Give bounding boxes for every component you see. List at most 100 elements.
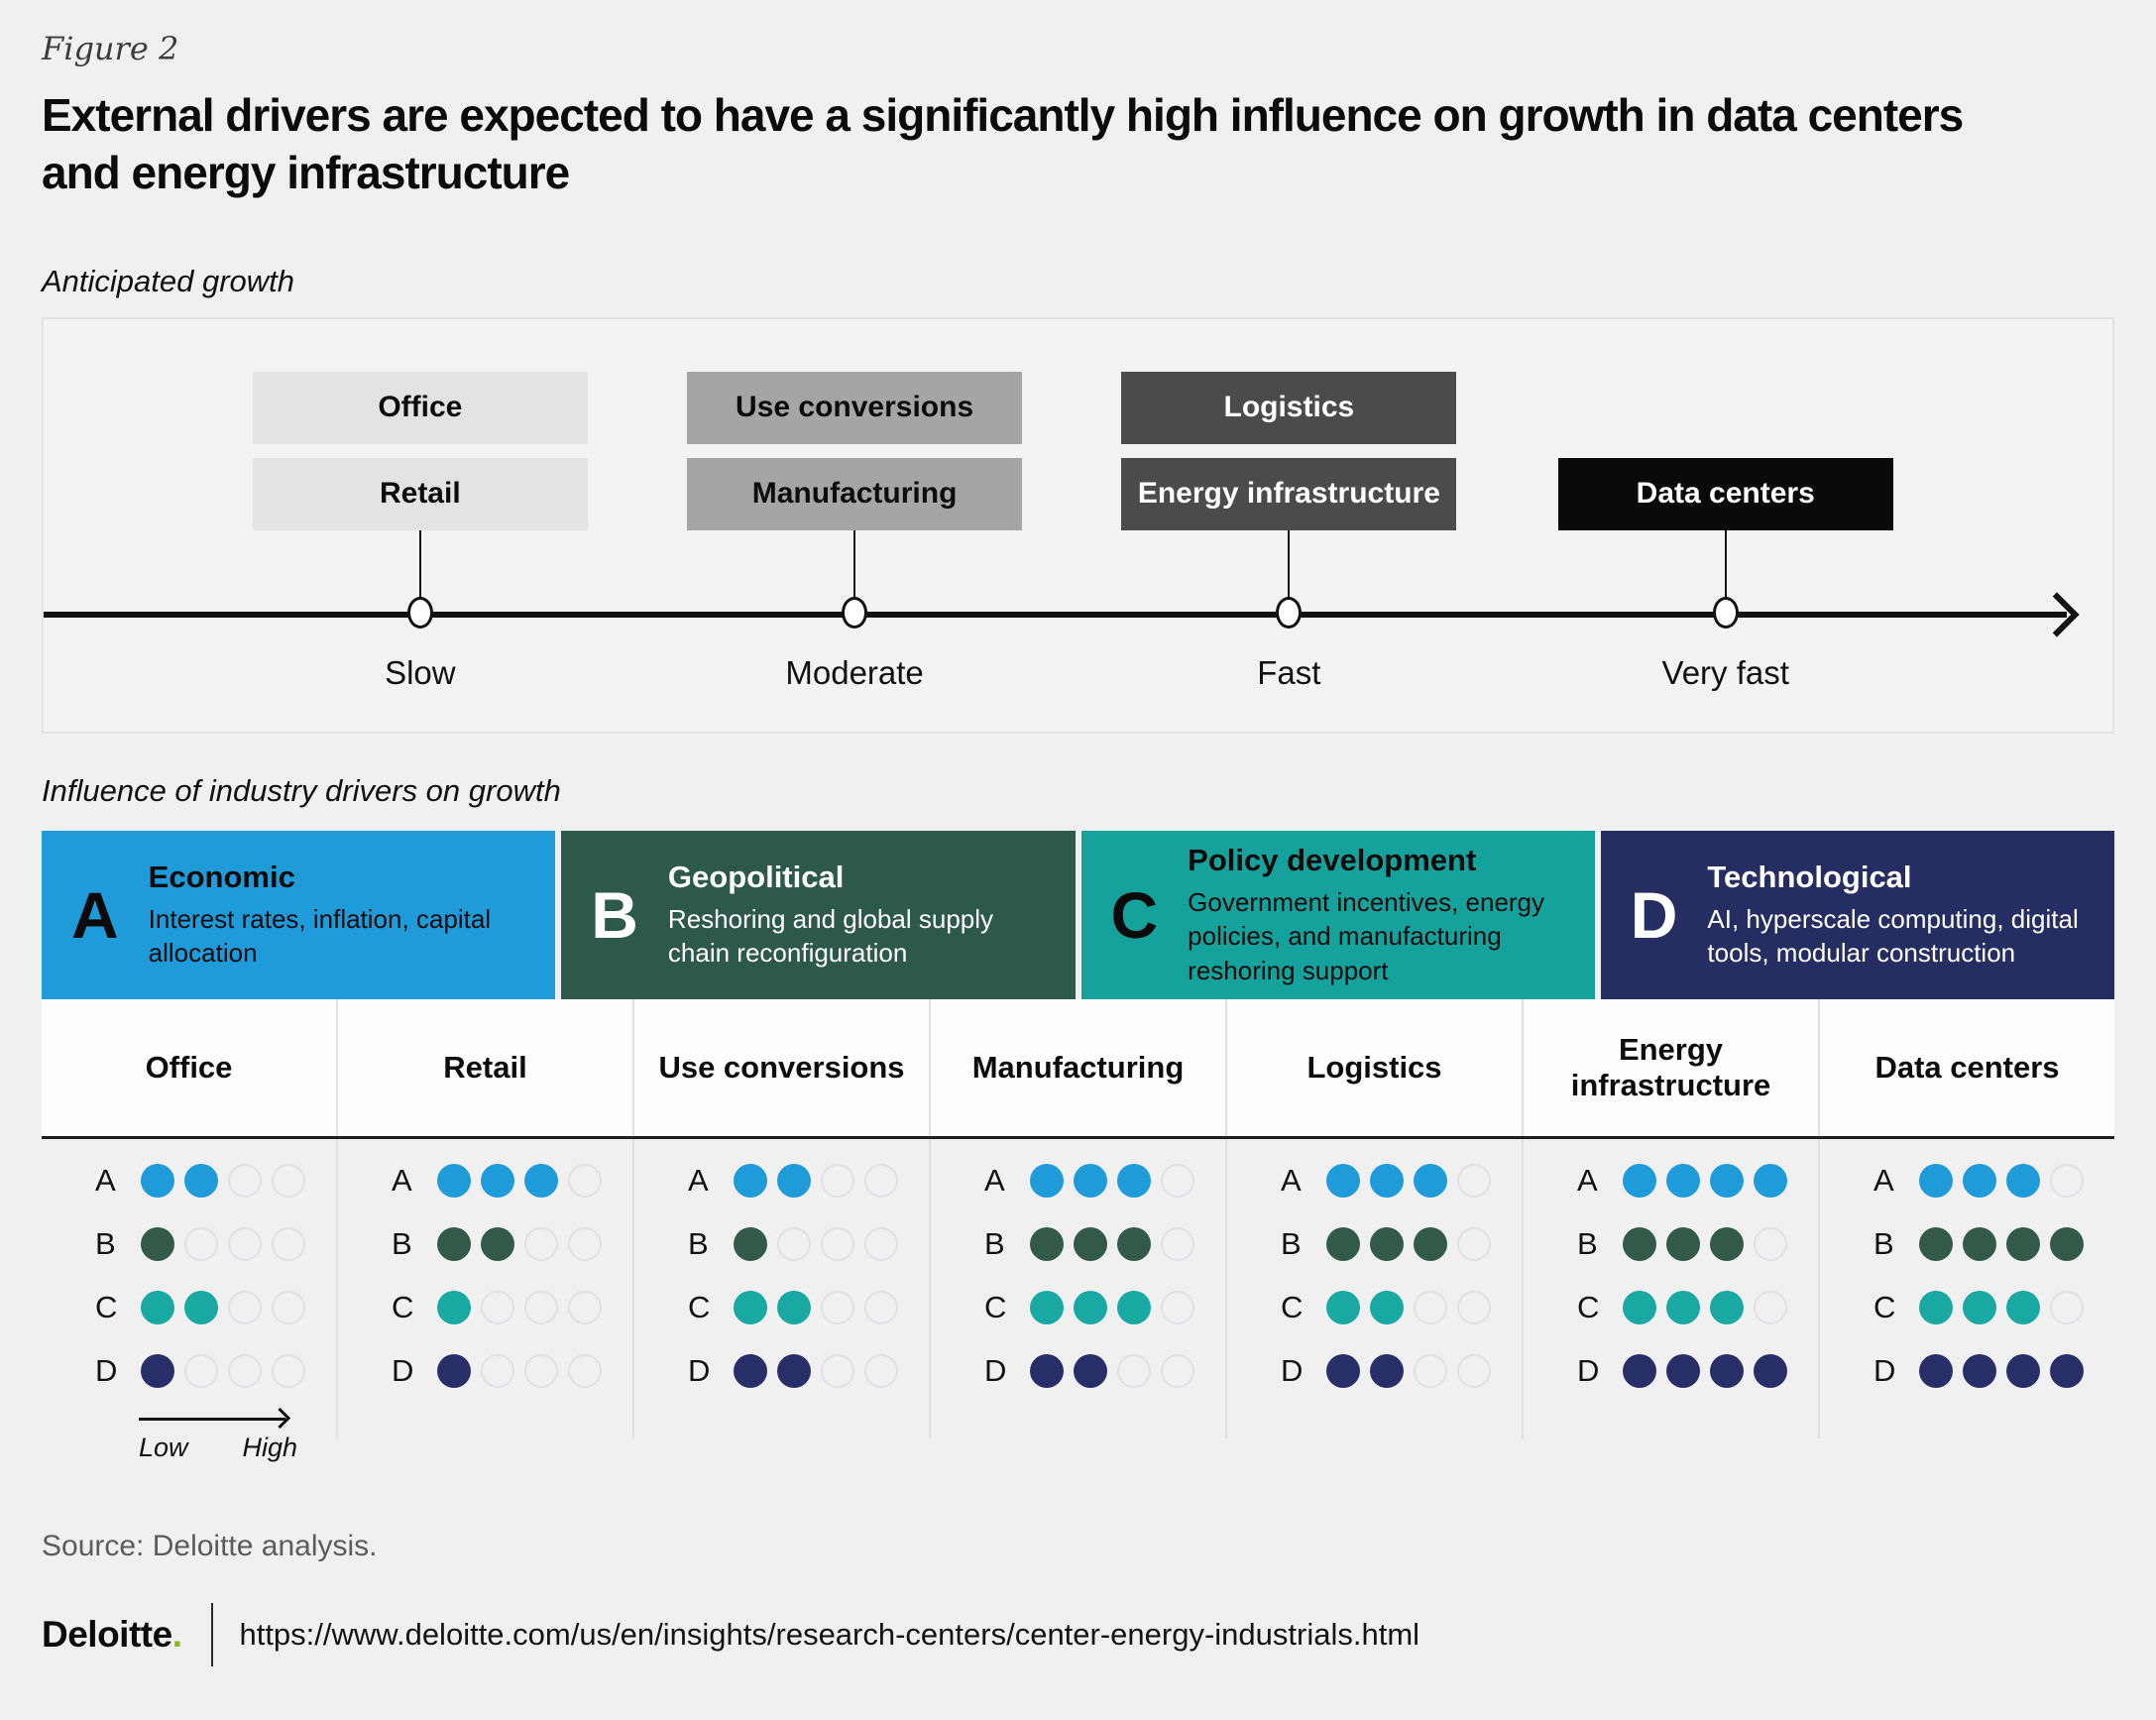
influence-dot-empty (864, 1163, 898, 1198)
driver-letter: B (591, 877, 638, 952)
influence-rating-row-d: D (688, 1352, 929, 1388)
timeline-axis-arrowhead-icon (2034, 592, 2080, 637)
driver-letter: D (1630, 877, 1678, 952)
timeline-box-energy-infrastructure: Energy infrastructure (1121, 457, 1457, 530)
influence-dot-filled (2006, 1226, 2040, 1261)
influence-rating-row-a: A (1873, 1163, 2114, 1198)
influence-rating-row-b: B (1281, 1226, 1522, 1261)
driver-row-letter: A (688, 1162, 709, 1198)
influence-dot-filled (1326, 1353, 1360, 1388)
influence-dot-empty (481, 1290, 514, 1324)
driver-row-letter: D (1281, 1352, 1304, 1388)
driver-card-geopolitical: B Geopolitical Reshoring and global supp… (561, 830, 1076, 999)
influence-dot-filled (141, 1226, 174, 1261)
timeline-stop-moderate: Use conversions Manufacturing Moderate (687, 371, 1023, 692)
influence-dot-filled (1370, 1290, 1404, 1324)
influence-dot-filled (2006, 1290, 2040, 1324)
influence-dot-filled (1754, 1353, 1787, 1388)
influence-rating-row-c: C (984, 1290, 1225, 1324)
influence-dot-empty (228, 1290, 262, 1324)
influence-dot-filled (1326, 1226, 1360, 1261)
figure-label: Figure 2 (42, 30, 179, 67)
influence-dot-filled (141, 1290, 174, 1324)
influence-dot-filled (1074, 1290, 1107, 1324)
legend-low-label: Low (139, 1432, 188, 1462)
influence-dot-empty (568, 1226, 602, 1261)
driver-description: Reshoring and global supply chain reconf… (667, 903, 994, 969)
influence-rating-row-d: D (984, 1352, 1225, 1388)
influence-rating-row-c: C (1873, 1290, 2114, 1324)
influence-dot-filled (1074, 1163, 1107, 1198)
influence-dot-filled (734, 1353, 767, 1388)
influence-dot-empty (1457, 1226, 1491, 1261)
influence-dot-empty (821, 1290, 854, 1324)
timeline-label-moderate: Moderate (785, 653, 924, 691)
driver-row-letter: D (1873, 1352, 1896, 1388)
influence-rating-row-d: D (1873, 1352, 2114, 1388)
driver-name: Policy development (1188, 842, 1477, 877)
driver-row-letter: B (688, 1225, 709, 1261)
driver-letter: C (1110, 877, 1159, 952)
source-note: Source: Deloitte analysis. (42, 1529, 378, 1562)
influence-rating-row-c: C (1281, 1290, 1522, 1324)
timeline-connector (1724, 529, 1727, 613)
deloitte-logo: Deloitte. (42, 1613, 182, 1655)
influence-dot-empty (568, 1353, 602, 1388)
influence-dot-empty (1754, 1226, 1787, 1261)
influence-dot-empty (864, 1290, 898, 1324)
timeline-tick-marker (1712, 596, 1739, 629)
influence-dot-filled (141, 1163, 174, 1198)
influence-dot-filled (1623, 1163, 1656, 1198)
influence-dot-filled (1623, 1353, 1656, 1388)
influence-dot-filled (1710, 1226, 1744, 1261)
influence-dot-filled (1117, 1226, 1151, 1261)
timeline-box-manufacturing: Manufacturing (687, 457, 1023, 530)
influence-dot-empty (524, 1226, 558, 1261)
influence-dot-empty (1414, 1353, 1447, 1388)
driver-row-letter: D (95, 1352, 118, 1388)
driver-row-letter: B (392, 1225, 412, 1261)
influence-dot-filled (1710, 1353, 1744, 1388)
timeline-box-logistics: Logistics (1121, 371, 1457, 444)
influence-dot-filled (1117, 1290, 1151, 1324)
timeline-stop-fast: Logistics Energy infrastructure Fast (1121, 371, 1457, 692)
influence-dot-filled (2050, 1353, 2084, 1388)
influence-dot-empty (524, 1290, 558, 1324)
driver-row-letter: B (95, 1225, 116, 1261)
column-header-energy-infrastructure: Energy infrastructure (1522, 998, 1818, 1136)
influence-dot-filled (1754, 1163, 1787, 1198)
influence-dot-empty (864, 1353, 898, 1388)
influence-dot-empty (821, 1163, 854, 1198)
timeline-tick-marker (406, 596, 433, 629)
driver-legend-row: A Economic Interest rates, inflation, ca… (42, 830, 2114, 999)
influence-dot-filled (1963, 1353, 1996, 1388)
driver-row-letter: D (688, 1352, 711, 1388)
influence-rating-row-a: A (1281, 1163, 1522, 1198)
influence-dot-filled (1030, 1353, 1064, 1388)
influence-dot-empty (228, 1353, 262, 1388)
influence-dot-empty (1414, 1290, 1447, 1324)
timeline-connector (418, 529, 421, 613)
column-header-data-centers: Data centers (1818, 998, 2114, 1136)
influence-dot-filled (1919, 1226, 1953, 1261)
driver-row-letter: D (984, 1352, 1007, 1388)
footer-divider (211, 1602, 214, 1666)
influence-rating-row-d: D (392, 1353, 632, 1388)
influence-rating-row-b: B (1577, 1226, 1818, 1261)
influence-dot-filled (1963, 1290, 1996, 1324)
influence-rating-row-a: A (95, 1163, 336, 1198)
legend-high-label: High (242, 1432, 297, 1462)
influence-dot-empty (184, 1353, 218, 1388)
influence-dot-filled (1074, 1226, 1107, 1261)
influence-dot-empty (2050, 1163, 2084, 1198)
driver-name: Technological (1707, 859, 1912, 894)
influence-dot-filled (1414, 1163, 1447, 1198)
influence-dot-filled (1666, 1290, 1700, 1324)
influence-dot-filled (184, 1290, 218, 1324)
figure-page: Figure 2 External drivers are expected t… (0, 30, 2156, 1666)
influence-rating-row-b: B (392, 1225, 632, 1261)
influence-dot-filled (734, 1290, 767, 1324)
figure-title: External drivers are expected to have a … (42, 89, 1964, 198)
